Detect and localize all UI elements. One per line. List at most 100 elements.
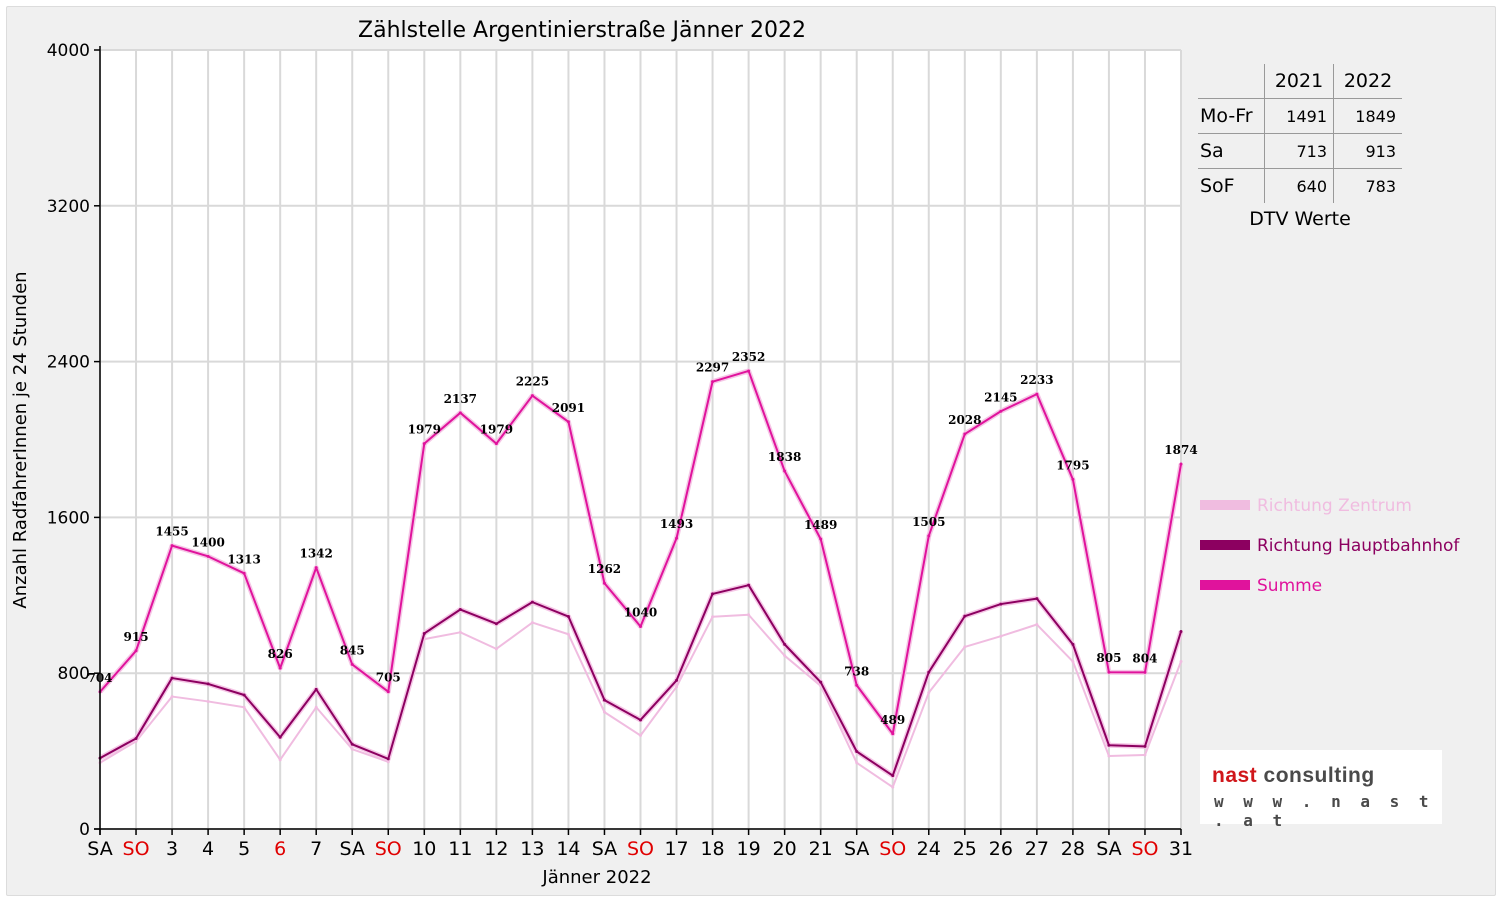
data-point bbox=[422, 442, 426, 446]
data-label: 845 bbox=[340, 643, 365, 657]
legend: Richtung Zentrum Richtung Hauptbahnhof Sum… bbox=[1200, 496, 1460, 596]
data-label: 1040 bbox=[624, 605, 657, 619]
dtv-cell-2021: 1491 bbox=[1264, 98, 1334, 134]
dtv-caption: DTV Werte bbox=[1249, 208, 1351, 230]
data-point bbox=[458, 630, 462, 634]
data-label: 1489 bbox=[804, 518, 837, 532]
data-point bbox=[1143, 744, 1147, 748]
data-point bbox=[530, 600, 534, 604]
data-point bbox=[350, 747, 354, 751]
data-point bbox=[675, 536, 679, 540]
data-point bbox=[639, 734, 642, 738]
data-point bbox=[999, 602, 1003, 606]
data-point bbox=[566, 615, 570, 619]
data-point bbox=[602, 581, 606, 585]
data-label: 1505 bbox=[912, 515, 945, 529]
x-tick-label: 5 bbox=[238, 838, 250, 860]
data-point bbox=[134, 649, 138, 653]
data-point bbox=[494, 622, 498, 626]
data-label: 1795 bbox=[1056, 458, 1089, 472]
x-tick-label: 12 bbox=[484, 838, 508, 860]
data-point bbox=[242, 571, 246, 575]
data-point bbox=[458, 608, 462, 612]
data-point bbox=[1179, 462, 1183, 466]
logo-url: w w w . n a s t . a t bbox=[1214, 792, 1434, 830]
data-point bbox=[314, 687, 318, 691]
data-point bbox=[639, 624, 642, 628]
data-label: 1874 bbox=[1164, 443, 1197, 457]
data-label: 2028 bbox=[948, 413, 981, 427]
data-point bbox=[711, 380, 715, 384]
data-label: 1342 bbox=[299, 547, 332, 561]
x-tick-label: 25 bbox=[953, 838, 977, 860]
x-tick-label: SO bbox=[375, 838, 402, 860]
data-label: 1838 bbox=[768, 450, 801, 464]
data-point bbox=[855, 683, 859, 687]
data-label: 2137 bbox=[444, 392, 477, 406]
x-tick-label: SA bbox=[87, 838, 112, 860]
dtv-row-label: SoF bbox=[1200, 175, 1235, 197]
x-tick-label: SA bbox=[844, 838, 869, 860]
data-label: 2352 bbox=[732, 350, 765, 364]
data-point bbox=[783, 654, 787, 658]
x-tick-label: 19 bbox=[737, 838, 761, 860]
data-label: 1979 bbox=[480, 423, 513, 437]
data-point bbox=[602, 710, 606, 714]
x-tick-label: 26 bbox=[989, 838, 1013, 860]
data-point bbox=[278, 735, 282, 739]
data-point bbox=[602, 698, 606, 702]
data-point bbox=[278, 666, 282, 670]
data-point bbox=[1179, 630, 1183, 634]
data-point bbox=[170, 676, 174, 680]
x-tick-label: SO bbox=[627, 838, 654, 860]
data-point bbox=[927, 534, 931, 538]
y-tick-label: 0 bbox=[79, 820, 90, 840]
data-point bbox=[747, 613, 751, 617]
data-label: 805 bbox=[1096, 651, 1121, 665]
data-point bbox=[927, 691, 931, 695]
data-label: 804 bbox=[1132, 651, 1157, 665]
dtv-cell-2021: 713 bbox=[1264, 133, 1334, 169]
data-point bbox=[747, 583, 751, 587]
data-point bbox=[1143, 670, 1147, 674]
data-point bbox=[206, 682, 210, 686]
data-point bbox=[242, 693, 246, 697]
data-point bbox=[999, 409, 1003, 413]
dtv-cell-2021: 640 bbox=[1264, 168, 1334, 203]
data-point bbox=[783, 642, 787, 646]
data-point bbox=[1035, 597, 1039, 601]
y-tick-label: 800 bbox=[58, 664, 90, 684]
data-label: 2233 bbox=[1020, 373, 1053, 387]
y-tick-labels: 0 800 1600 2400 3200 4000 bbox=[47, 41, 90, 840]
x-tick-label: 13 bbox=[520, 838, 544, 860]
data-point bbox=[314, 705, 318, 709]
data-label: 1313 bbox=[227, 552, 260, 566]
data-point bbox=[494, 442, 498, 446]
data-point bbox=[1035, 392, 1039, 396]
data-point bbox=[891, 774, 895, 778]
data-point bbox=[422, 631, 426, 635]
data-label: 1493 bbox=[660, 517, 693, 531]
dtv-row-sof: SoF 640 783 bbox=[1198, 168, 1402, 203]
data-label: 2145 bbox=[984, 390, 1017, 404]
dtv-table: 2021 2022 Mo-Fr 1491 1849 Sa 713 913 SoF… bbox=[1198, 64, 1402, 203]
data-point bbox=[783, 469, 787, 473]
x-axis-title: Jänner 2022 bbox=[541, 867, 651, 888]
x-tick-label: 6 bbox=[274, 838, 286, 860]
x-tick-label: 11 bbox=[448, 838, 472, 860]
data-point bbox=[963, 614, 967, 618]
x-tick-label: 14 bbox=[556, 838, 580, 860]
dtv-row-label: Sa bbox=[1198, 133, 1265, 169]
data-point bbox=[170, 695, 174, 699]
x-tick-label: 7 bbox=[310, 838, 322, 860]
data-point bbox=[350, 742, 354, 746]
series-lines bbox=[98, 368, 1184, 789]
data-point bbox=[386, 757, 390, 761]
data-point bbox=[891, 732, 895, 736]
data-point bbox=[1107, 754, 1111, 758]
data-label: 2297 bbox=[696, 361, 729, 375]
data-point bbox=[134, 736, 138, 740]
data-point bbox=[1071, 642, 1075, 646]
y-tick-label: 1600 bbox=[47, 508, 90, 528]
